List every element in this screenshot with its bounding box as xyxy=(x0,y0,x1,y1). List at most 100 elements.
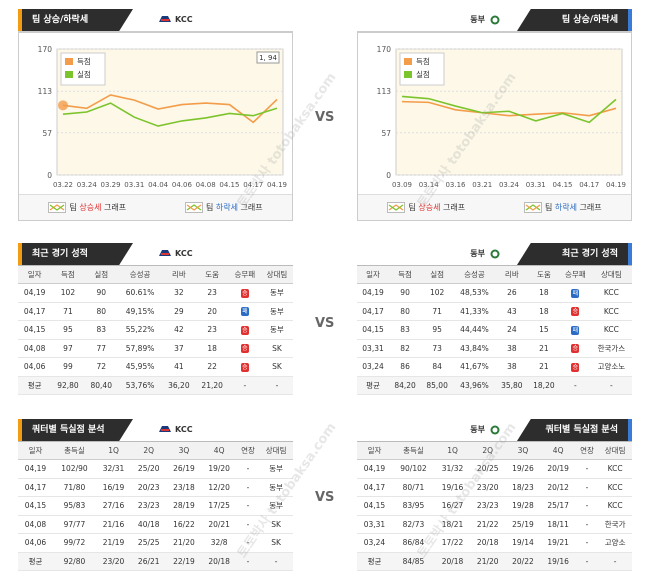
table-cell: 60.61% xyxy=(117,283,163,303)
table-cell: 92/80 xyxy=(52,552,96,571)
table-cell: - xyxy=(236,496,260,516)
table-cell: 03,31 xyxy=(357,339,390,358)
table-cell: 승 xyxy=(559,339,591,358)
table-cell: 18 xyxy=(527,302,560,321)
table-cell: 27/16 xyxy=(95,496,132,516)
table-cell: 71 xyxy=(51,302,85,321)
table-cell: 04,06 xyxy=(18,533,53,553)
rising-graph-icon xyxy=(387,202,406,213)
table-row: 04,06 99/72 21/19 25/25 21/20 32/8- SK xyxy=(18,533,293,553)
table-cell: SK xyxy=(259,515,293,534)
table-cell: 동부 xyxy=(259,478,293,497)
table-cell: 21 xyxy=(527,339,560,358)
y-tick-label: 0 xyxy=(47,171,52,180)
table-cell: - xyxy=(590,376,632,395)
table-cell: - xyxy=(228,376,261,395)
x-tick-label: 03.24 xyxy=(77,181,98,189)
table-cell: 동부 xyxy=(260,283,293,303)
table-cell: 21/22 xyxy=(470,515,506,534)
column-header: 상대팀 xyxy=(598,441,632,460)
table-row: 03,24 86/84 17/22 20/18 19/14 19/21- 고양소 xyxy=(357,533,632,553)
table-cell: 21/16 xyxy=(95,515,132,534)
table-cell: 21/19 xyxy=(95,533,132,553)
table-cell: 19/26 xyxy=(505,459,541,479)
table-cell: 40/18 xyxy=(131,515,167,534)
x-tick-label: 03.09 xyxy=(392,181,412,189)
table-cell: 32/8 xyxy=(201,533,237,553)
recent-title-right: 최근 경기 성적 xyxy=(517,243,632,265)
dongbu-logo-icon xyxy=(490,15,500,24)
table-cell: 동부 xyxy=(260,302,293,321)
table-cell: KCC xyxy=(598,478,632,497)
series-line-scored xyxy=(62,94,278,124)
x-tick-label: 04.15 xyxy=(552,181,572,189)
result-badge: 승 xyxy=(571,362,580,372)
table-row: 04,19 90/102 31/32 20/25 19/26 20/19- KCC xyxy=(357,459,632,479)
falling-graph-icon xyxy=(523,202,542,213)
x-tick-label: 03.29 xyxy=(101,181,121,189)
average-row: 평균 84,20 85,00 43,96% 35,80 18,20- - xyxy=(357,376,632,395)
result-badge: 패 xyxy=(571,288,580,298)
falling-graph-button-right[interactable]: 팀 하락세 그래프 xyxy=(523,202,602,213)
column-header: 실점 xyxy=(84,265,118,284)
rising-graph-button-left[interactable]: 팀 상승세 그래프 xyxy=(48,202,126,213)
x-tick-label: 03.31 xyxy=(124,181,144,189)
trend-chart-box-right: 0 57 113 170 03.09 03.14 03.16 03.21 03.24 03.31 0… xyxy=(357,31,632,221)
column-header: 2Q xyxy=(131,441,167,460)
table-cell: 82/73 xyxy=(391,515,435,534)
table-cell: 20/18 xyxy=(434,552,471,571)
column-header: 총득실 xyxy=(391,441,435,460)
table-cell: 37 xyxy=(162,339,196,358)
result-badge: 승 xyxy=(240,325,249,335)
table-cell: 04,19 xyxy=(18,459,53,479)
legend-label: 실점 xyxy=(77,69,91,79)
table-cell: 한국가 xyxy=(598,515,632,534)
table-cell: 15 xyxy=(527,320,560,340)
x-tick-label: 04.17 xyxy=(243,181,263,189)
result-badge: 승 xyxy=(240,288,249,298)
table-cell: 80/71 xyxy=(391,478,435,497)
column-header: 4Q xyxy=(201,441,237,460)
x-tick-label: 04.04 xyxy=(148,181,169,189)
column-header: 4Q xyxy=(540,441,576,460)
table-cell: - xyxy=(575,515,599,534)
table-cell: - xyxy=(598,552,632,571)
recent-table-left: 일자 득점 실점 승성공 리바 도움 승무패 상대팀 04,19 102 90 60.61% 32 23 승… xyxy=(18,265,293,395)
table-cell: 04,17 xyxy=(18,478,53,497)
column-header: 실점 xyxy=(421,265,454,284)
dongbu-logo-icon xyxy=(490,249,500,258)
table-cell: 90 xyxy=(84,283,118,303)
table-cell: 12/20 xyxy=(201,478,237,497)
table-cell: 23/20 xyxy=(470,478,506,497)
team-name-right: 동부 xyxy=(470,15,485,24)
table-cell: 17/22 xyxy=(434,533,471,553)
table-cell: 80 xyxy=(84,302,118,321)
table-cell: SK xyxy=(260,357,293,377)
column-header: 1Q xyxy=(434,441,471,460)
result-badge: 패 xyxy=(571,325,580,335)
table-row: 04,19 102 90 60.61% 32 23 승 동부 xyxy=(18,283,293,303)
falling-graph-button-left[interactable]: 팀 하락세 그래프 xyxy=(184,202,263,213)
table-cell: - xyxy=(236,515,260,534)
rising-graph-button-right[interactable]: 팀 상승세 그래프 xyxy=(387,202,465,213)
table-row: 03,31 82 73 43,84% 38 21 승 한국가스 xyxy=(357,339,632,358)
table-row: 04,15 83/95 16/27 23/23 19/28 25/17- KCC xyxy=(357,496,632,516)
average-row: 평균 84/85 20/18 21/20 20/22 19/16- - xyxy=(357,552,632,571)
table-row: 04,17 71 80 49,15% 29 20 패 동부 xyxy=(18,302,293,321)
table-cell: 18 xyxy=(195,339,229,358)
table-cell: 49,15% xyxy=(117,302,163,321)
table-cell: KCC xyxy=(598,459,632,479)
team-name-left: KCC xyxy=(175,14,193,24)
table-cell: 31/32 xyxy=(434,459,471,479)
legend-swatch xyxy=(404,71,412,78)
table-cell: 32/31 xyxy=(95,459,132,479)
table-cell: 84 xyxy=(421,357,454,377)
dongbu-logo-icon xyxy=(490,425,500,434)
table-row: 04,17 80 71 41,33% 43 18 승 KCC xyxy=(357,302,632,321)
trend-chart-box-left: 0 57 113 170 03.22 03.24 03.29 03.31 04.04 04.06 0… xyxy=(18,31,293,221)
table-cell: 한국가스 xyxy=(590,339,632,358)
table-cell: 73 xyxy=(421,339,454,358)
column-header: 리바 xyxy=(495,265,528,284)
table-cell: 04,17 xyxy=(357,302,390,321)
table-cell: 83 xyxy=(84,320,118,340)
